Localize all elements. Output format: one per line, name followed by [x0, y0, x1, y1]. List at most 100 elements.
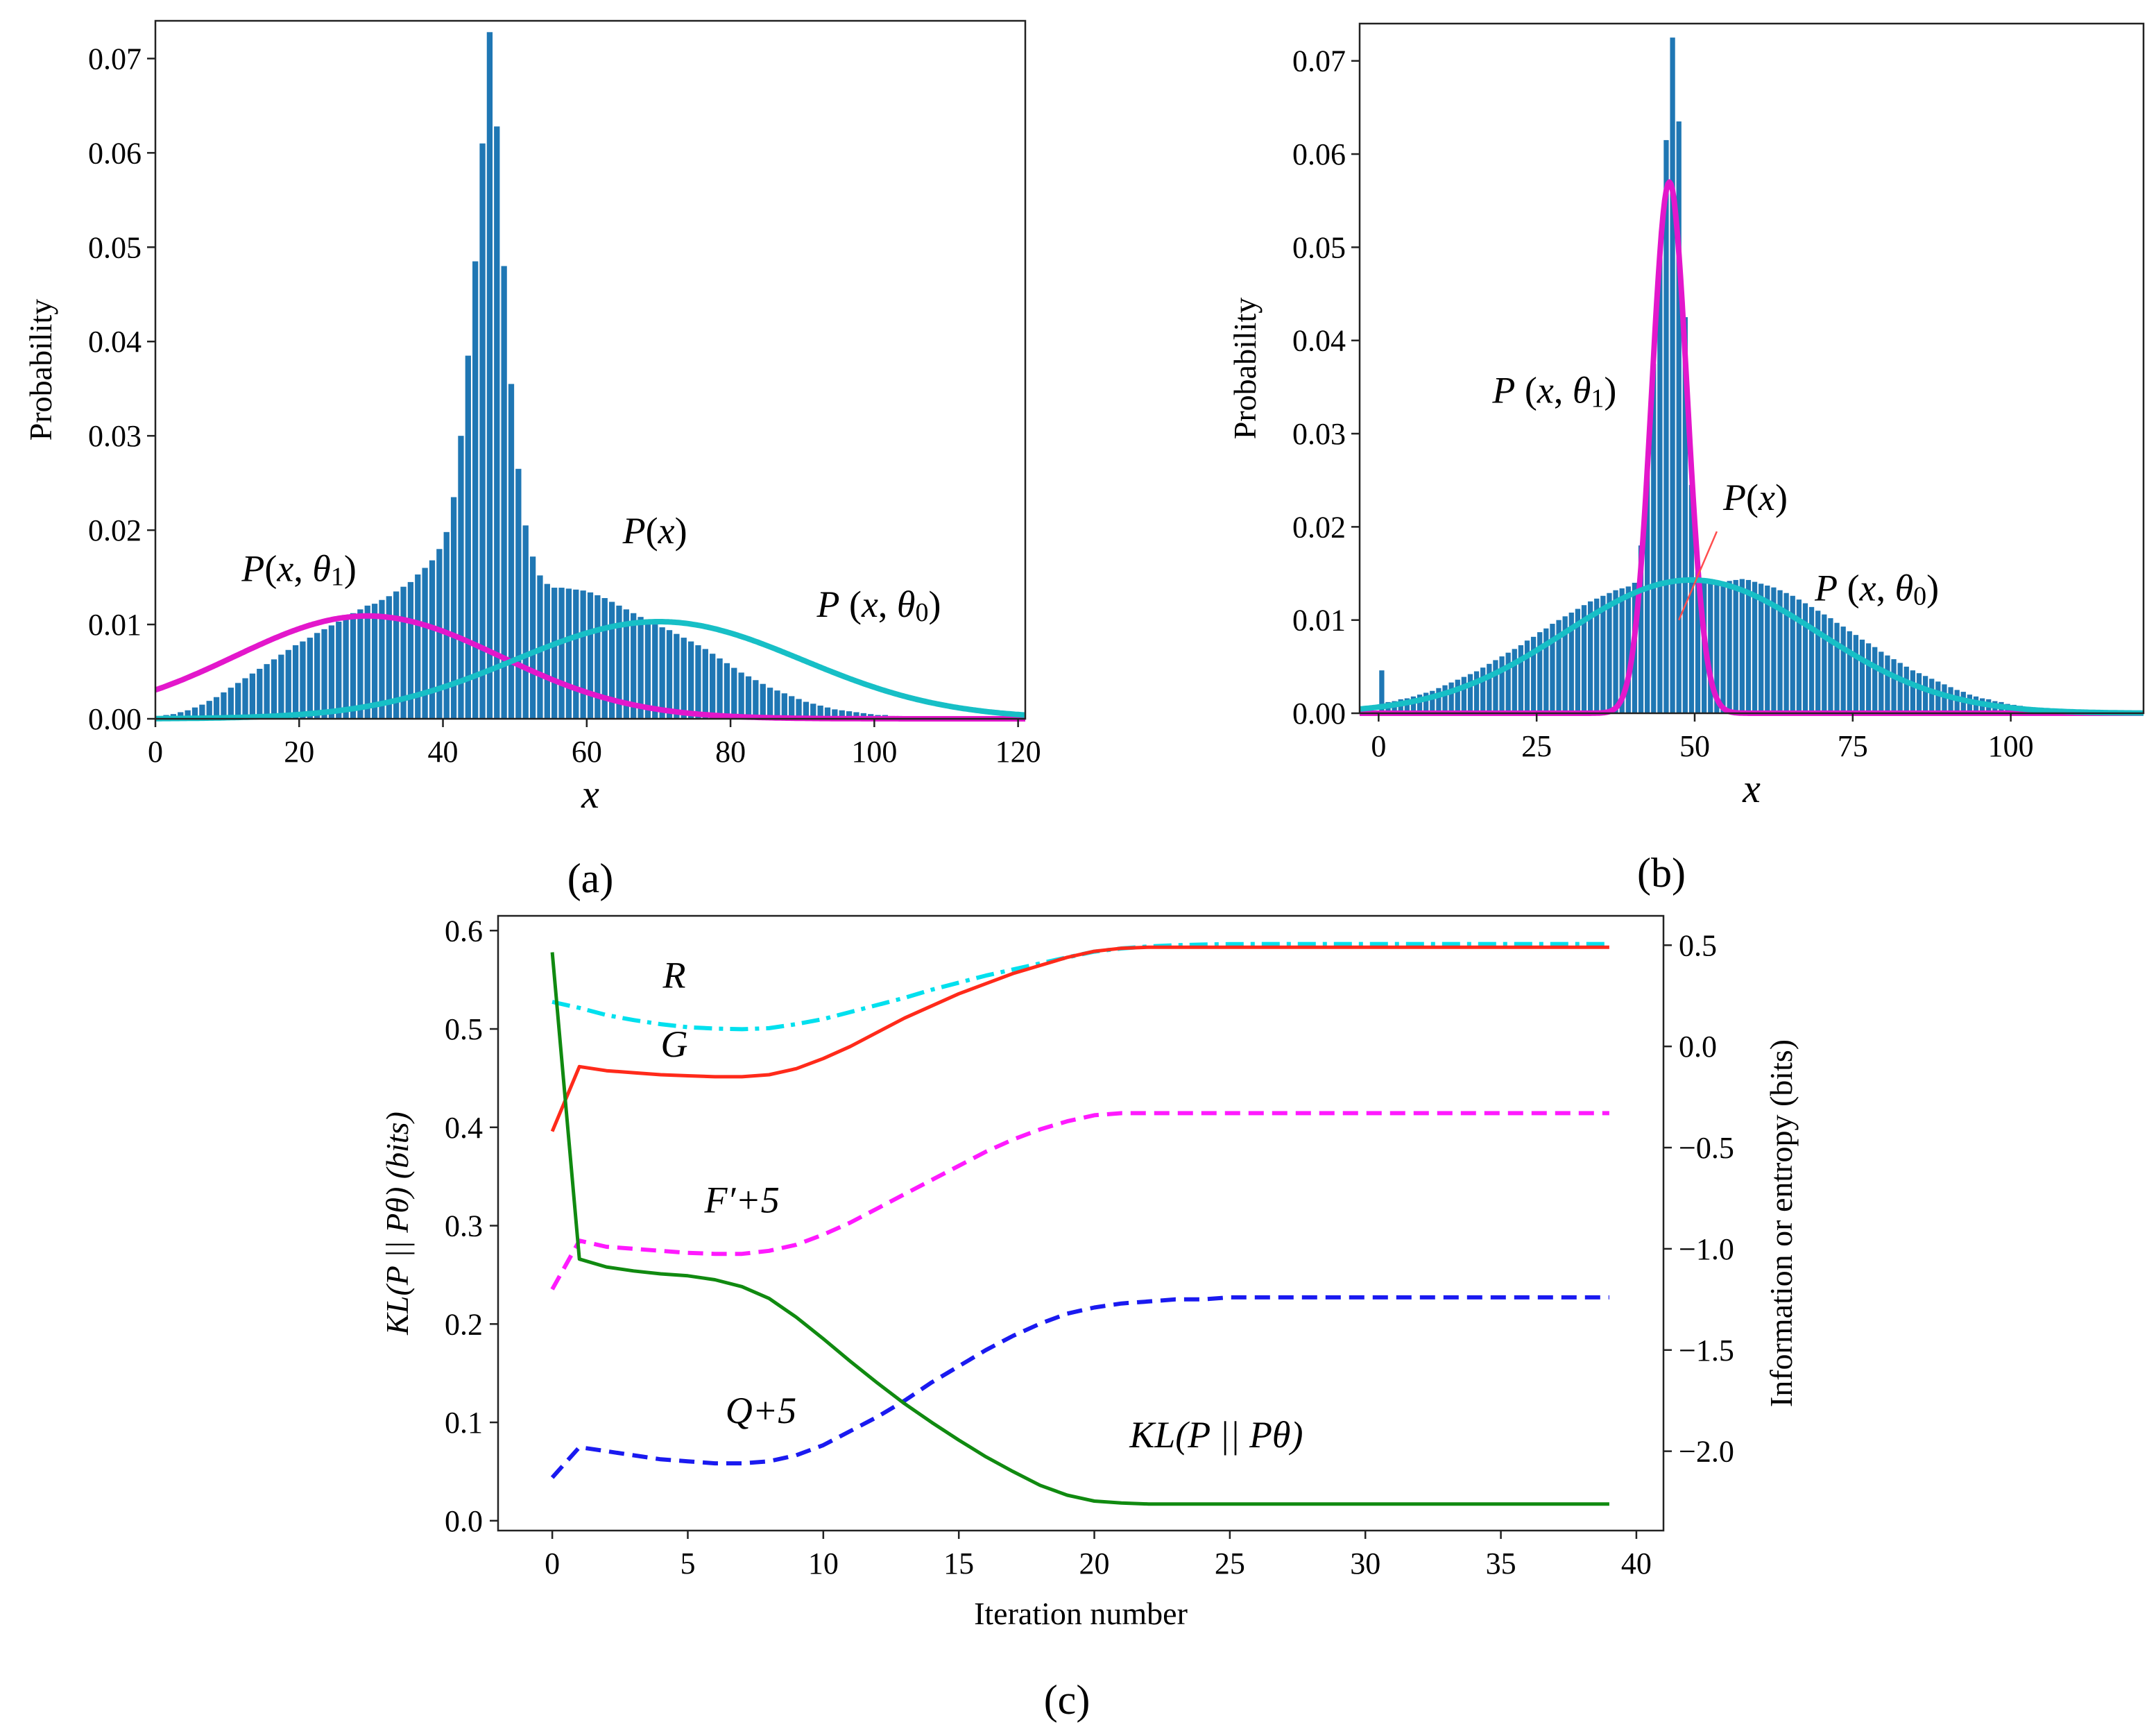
histogram-bar [1922, 676, 1928, 713]
histogram-bar [249, 673, 256, 719]
histogram-bar [1670, 37, 1675, 714]
x-tick-label: 100 [851, 735, 897, 769]
histogram-bar [1853, 635, 1859, 713]
histogram-bar [1916, 673, 1922, 713]
histogram-bar [1942, 684, 1947, 713]
histogram-bar [1783, 593, 1789, 713]
histogram-bar [436, 549, 443, 719]
histogram-bar [853, 712, 859, 719]
y-right-tick-label: −1.5 [1679, 1334, 1734, 1368]
label-fragment: ( [839, 584, 861, 625]
histogram-bar [760, 683, 766, 719]
label-fragment: θ [1573, 370, 1591, 411]
histogram-bar [508, 384, 515, 719]
label-fragment: ) [344, 548, 357, 590]
histogram-bar [781, 693, 787, 719]
histogram-bar [379, 599, 385, 719]
histogram-bar [393, 591, 400, 719]
histogram-bar [1455, 679, 1460, 713]
label-fragment: 1 [331, 563, 344, 592]
plot-frame [497, 914, 1665, 1532]
histogram-bar [1537, 632, 1543, 713]
histogram-bar [350, 613, 357, 719]
histogram-bar [343, 617, 349, 719]
y-axis-label: Probability [1227, 298, 1263, 439]
y-tick-label: 0.02 [88, 513, 142, 547]
series-line [550, 952, 1609, 1506]
label-fragment: P [1814, 567, 1838, 608]
y-tick-label: 0.07 [88, 42, 142, 76]
histogram-bar [839, 710, 845, 719]
label-fragment: ( [264, 548, 277, 590]
y-axis-label: Probability [23, 299, 58, 441]
label-fragment: x [276, 548, 293, 590]
histogram-bar [1872, 647, 1878, 713]
histogram-bar [1562, 616, 1568, 713]
histogram-bar [364, 605, 370, 719]
curve-annotation: P (x, θ1) [1491, 370, 1616, 414]
histogram-bar [515, 468, 522, 719]
y-tick-label: 0.6 [445, 914, 483, 948]
curve-line [154, 619, 1027, 722]
histogram-bar [1568, 612, 1574, 713]
histogram-bar [472, 261, 479, 719]
x-tick-label: 60 [572, 735, 602, 769]
histogram-bar [558, 588, 565, 719]
curve-annotation: P(x) [622, 510, 687, 552]
histogram-bar [1695, 571, 1701, 713]
series-annotation: F′+5 [704, 1179, 780, 1220]
histogram-bar [687, 641, 694, 719]
histogram-bar [1771, 587, 1777, 713]
histogram-bar [199, 704, 205, 719]
histogram-bar [1524, 640, 1530, 713]
histogram-bar [1897, 663, 1903, 713]
histogram-bar [774, 690, 780, 719]
label-fragment: 0 [1913, 581, 1926, 611]
histogram-bar [644, 620, 651, 719]
histogram-bar [1879, 651, 1884, 713]
histogram-bar [1644, 470, 1650, 713]
histogram-bar [278, 654, 284, 719]
histogram-bar [314, 633, 320, 719]
histogram-bar [1436, 688, 1441, 713]
histogram-bar [185, 710, 191, 719]
histogram-bar [1442, 685, 1448, 713]
histogram-bar [501, 266, 507, 719]
histogram-bar [1745, 579, 1752, 713]
histogram-bar [1613, 590, 1618, 713]
histogram-bar [191, 707, 198, 719]
histogram-bar [1575, 608, 1581, 713]
histogram-bar [1625, 586, 1631, 713]
histogram-bar [674, 633, 680, 719]
label-fragment: θ [897, 584, 916, 625]
panel-a-histogram: 0 20 40 60 80 100 120 0.00 0.01 0.02 0.03 0.04 0.05 0… [23, 19, 1041, 901]
histogram-bar [429, 560, 436, 719]
histogram-bar [529, 556, 536, 719]
x-tick-label: 35 [1486, 1547, 1516, 1581]
histogram-bar [1607, 593, 1612, 713]
histogram-bar [415, 574, 421, 719]
histogram-bar [213, 697, 220, 719]
histogram-bar [824, 707, 831, 719]
histogram-bar [1796, 599, 1802, 713]
histogram-bar [810, 704, 816, 719]
x-tick-label: 80 [715, 735, 746, 769]
histogram-bar [328, 625, 335, 719]
label-fragment: ( [646, 510, 658, 552]
label-fragment: 1 [1591, 384, 1604, 414]
x-tick-label: 40 [428, 735, 459, 769]
histogram-bar [386, 596, 392, 719]
y-tick-label: 0.06 [88, 136, 142, 170]
curve-annotation: P(x) [1722, 477, 1788, 518]
histogram-bar [832, 709, 838, 719]
histogram-bar [681, 638, 687, 719]
histogram-bar [228, 688, 234, 719]
x-tick-label: 0 [545, 1547, 560, 1581]
histogram-bar [702, 649, 708, 719]
histogram-bar [1530, 636, 1537, 713]
x-axis-label: x [1742, 766, 1761, 811]
label-fragment: ) [1926, 567, 1939, 608]
histogram-bar [1891, 659, 1897, 713]
histogram-bar [710, 654, 716, 719]
y-tick-label: 0.04 [88, 325, 142, 359]
